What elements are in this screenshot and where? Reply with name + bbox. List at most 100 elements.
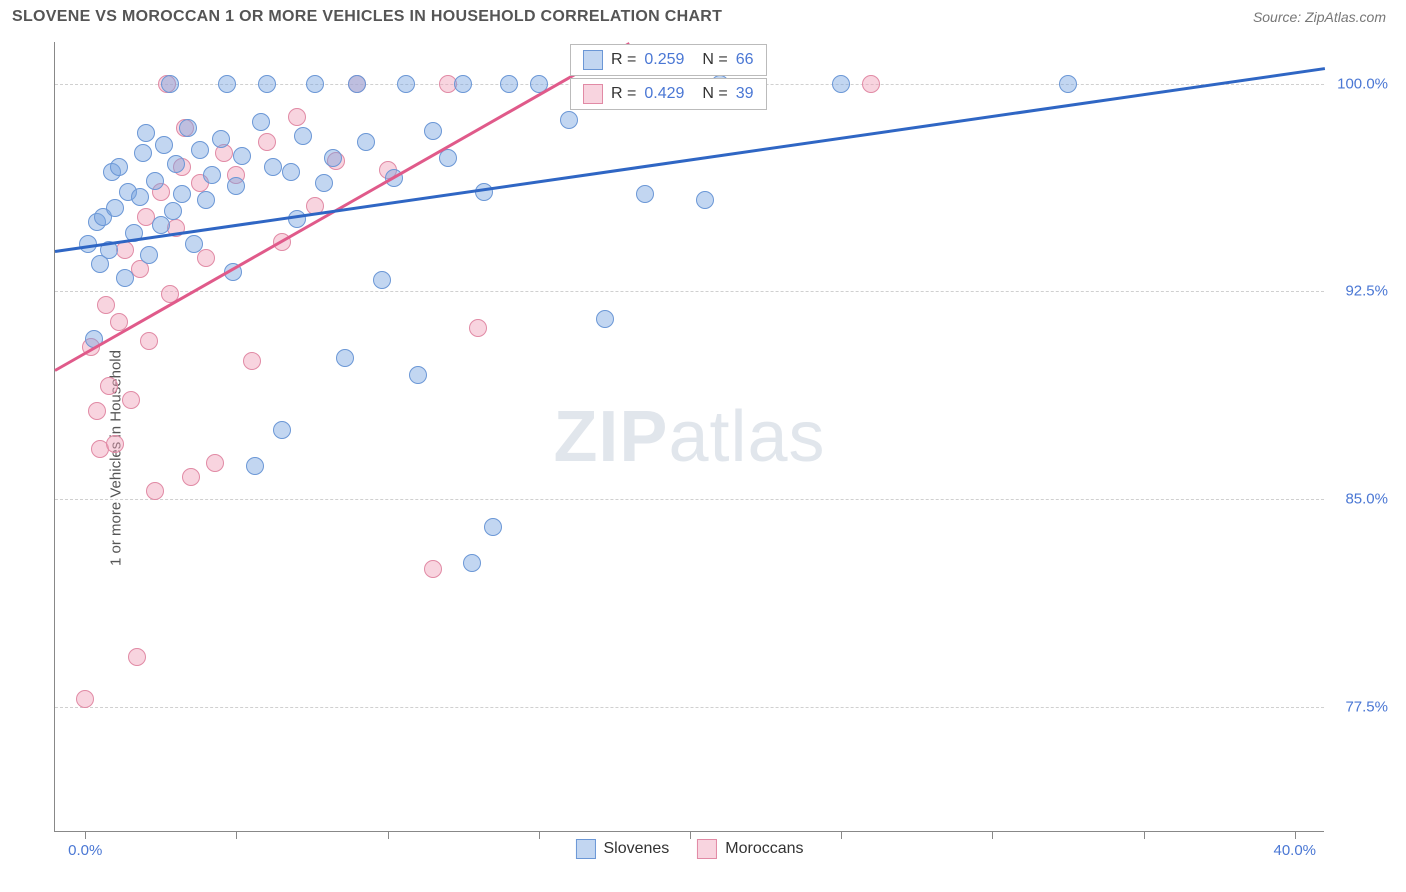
point-slovenes xyxy=(185,235,203,253)
point-slovenes xyxy=(134,144,152,162)
point-moroccans xyxy=(100,377,118,395)
point-slovenes xyxy=(500,75,518,93)
point-slovenes xyxy=(258,75,276,93)
point-slovenes xyxy=(203,166,221,184)
legend-swatch-icon xyxy=(575,839,595,859)
point-slovenes xyxy=(315,174,333,192)
point-slovenes xyxy=(439,149,457,167)
watermark: ZIPatlas xyxy=(553,396,825,478)
point-moroccans xyxy=(243,352,261,370)
point-slovenes xyxy=(173,185,191,203)
x-tick xyxy=(236,831,237,839)
point-moroccans xyxy=(97,296,115,314)
point-slovenes xyxy=(484,518,502,536)
point-slovenes xyxy=(636,185,654,203)
point-moroccans xyxy=(197,249,215,267)
point-moroccans xyxy=(182,468,200,486)
legend-item-slovenes: Slovenes xyxy=(575,839,669,859)
y-tick-label: 100.0% xyxy=(1337,75,1388,92)
point-slovenes xyxy=(140,246,158,264)
x-tick xyxy=(690,831,691,839)
point-slovenes xyxy=(409,366,427,384)
y-tick-label: 77.5% xyxy=(1345,699,1388,716)
point-slovenes xyxy=(324,149,342,167)
point-slovenes xyxy=(560,111,578,129)
point-slovenes xyxy=(1059,75,1077,93)
gridline xyxy=(55,499,1324,500)
legend-swatch-icon xyxy=(583,84,603,104)
plot-area: ZIPatlas 77.5%85.0%92.5%100.0%0.0%40.0%R… xyxy=(54,42,1324,832)
point-moroccans xyxy=(862,75,880,93)
point-slovenes xyxy=(191,141,209,159)
point-slovenes xyxy=(288,210,306,228)
stats-box-moroccans: R =0.429N =39 xyxy=(570,78,767,110)
point-slovenes xyxy=(357,133,375,151)
point-moroccans xyxy=(88,402,106,420)
legend-swatch-icon xyxy=(697,839,717,859)
point-moroccans xyxy=(76,690,94,708)
y-tick-label: 85.0% xyxy=(1345,491,1388,508)
x-tick xyxy=(841,831,842,839)
point-moroccans xyxy=(140,332,158,350)
point-slovenes xyxy=(273,421,291,439)
point-slovenes xyxy=(424,122,442,140)
point-slovenes xyxy=(596,310,614,328)
gridline xyxy=(55,707,1324,708)
legend-item-moroccans: Moroccans xyxy=(697,839,803,859)
x-tick xyxy=(1295,831,1296,839)
legend-swatch-icon xyxy=(583,50,603,70)
y-tick-label: 92.5% xyxy=(1345,283,1388,300)
point-moroccans xyxy=(469,319,487,337)
point-slovenes xyxy=(348,75,366,93)
point-slovenes xyxy=(110,158,128,176)
x-tick-label: 0.0% xyxy=(68,842,102,859)
point-slovenes xyxy=(233,147,251,165)
point-slovenes xyxy=(282,163,300,181)
point-slovenes xyxy=(463,554,481,572)
trendline-moroccans xyxy=(54,42,630,372)
point-slovenes xyxy=(212,130,230,148)
point-moroccans xyxy=(258,133,276,151)
point-slovenes xyxy=(246,457,264,475)
point-slovenes xyxy=(164,202,182,220)
gridline xyxy=(55,291,1324,292)
x-tick xyxy=(388,831,389,839)
chart-container: 1 or more Vehicles in Household ZIPatlas… xyxy=(12,36,1394,880)
point-slovenes xyxy=(264,158,282,176)
point-slovenes xyxy=(227,177,245,195)
chart-source: Source: ZipAtlas.com xyxy=(1253,9,1386,25)
point-slovenes xyxy=(137,124,155,142)
point-slovenes xyxy=(397,75,415,93)
point-slovenes xyxy=(146,172,164,190)
stats-box-slovenes: R =0.259N =66 xyxy=(570,44,767,76)
point-moroccans xyxy=(146,482,164,500)
point-slovenes xyxy=(294,127,312,145)
point-moroccans xyxy=(424,560,442,578)
point-slovenes xyxy=(373,271,391,289)
x-tick xyxy=(992,831,993,839)
point-moroccans xyxy=(106,435,124,453)
x-tick-label: 40.0% xyxy=(1273,842,1316,859)
point-slovenes xyxy=(155,136,173,154)
point-moroccans xyxy=(206,454,224,472)
point-slovenes xyxy=(252,113,270,131)
chart-title: SLOVENE VS MOROCCAN 1 OR MORE VEHICLES I… xyxy=(12,8,722,26)
point-slovenes xyxy=(179,119,197,137)
point-moroccans xyxy=(128,648,146,666)
point-moroccans xyxy=(288,108,306,126)
x-tick xyxy=(1144,831,1145,839)
point-slovenes xyxy=(306,75,324,93)
point-slovenes xyxy=(131,188,149,206)
point-slovenes xyxy=(454,75,472,93)
point-slovenes xyxy=(197,191,215,209)
x-tick xyxy=(85,831,86,839)
point-slovenes xyxy=(116,269,134,287)
point-slovenes xyxy=(167,155,185,173)
point-slovenes xyxy=(832,75,850,93)
legend: Slovenes Moroccans xyxy=(575,839,803,859)
x-tick xyxy=(539,831,540,839)
point-slovenes xyxy=(106,199,124,217)
point-slovenes xyxy=(696,191,714,209)
point-moroccans xyxy=(122,391,140,409)
point-slovenes xyxy=(161,75,179,93)
